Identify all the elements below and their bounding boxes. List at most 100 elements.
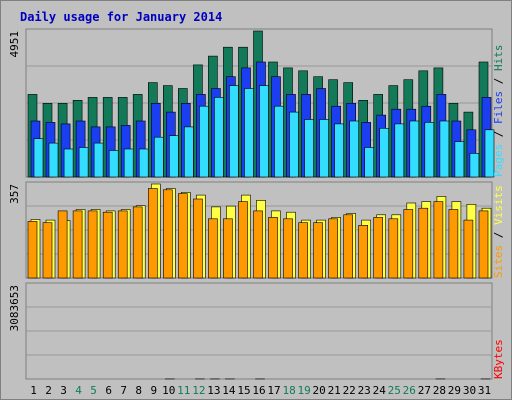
visits-bar-sites-day-26: [404, 210, 413, 279]
visits-bar-sites-day-13: [208, 219, 217, 278]
visits-bar-sites-day-29: [449, 210, 458, 279]
legend-kbytes: KBytes: [492, 339, 505, 379]
visits-y-max-label: 357: [8, 184, 21, 204]
legend-separator: /: [492, 225, 505, 245]
x-tick-label-day-8: 8: [135, 384, 142, 397]
visits-bar-sites-day-3: [58, 211, 67, 278]
x-tick-label-day-21: 21: [328, 384, 341, 397]
legend-hits: Hits: [492, 45, 505, 72]
hits-bar-pages-day-1: [34, 139, 43, 177]
visits-bar-sites-day-5: [88, 211, 97, 278]
visits-bar-sites-day-21: [329, 219, 338, 278]
x-tick-label-day-30: 30: [463, 384, 476, 397]
hits-bar-pages-day-8: [139, 149, 148, 177]
hits-bar-pages-day-22: [350, 121, 359, 177]
x-tick-label-day-15: 15: [237, 384, 250, 397]
kbytes-side-legend: KBytes: [492, 339, 505, 379]
hits-bar-pages-day-7: [124, 149, 133, 177]
x-tick-label-day-9: 9: [150, 384, 157, 397]
visits-bar-sites-day-30: [464, 220, 473, 278]
x-tick-label-day-27: 27: [418, 384, 431, 397]
visits-bar-sites-day-19: [299, 223, 308, 278]
hits-bar-pages-day-5: [94, 143, 103, 177]
visits-bar-sites-day-25: [389, 219, 398, 278]
hits-bar-pages-day-15: [245, 89, 254, 178]
visits-bar-sites-day-2: [43, 223, 52, 278]
legend-sites: Sites: [492, 245, 505, 278]
visits-bar-sites-day-23: [359, 225, 368, 278]
legend-separator: /: [492, 124, 505, 144]
hits-bar-pages-day-6: [109, 151, 118, 178]
x-tick-label-day-24: 24: [373, 384, 387, 397]
hits-side-legend: Pages / Files / Hits: [492, 45, 505, 178]
legend-separator: /: [492, 71, 505, 91]
hits-bar-pages-day-11: [184, 127, 193, 177]
visits-bar-sites-day-16: [254, 211, 263, 278]
hits-bar-pages-day-21: [335, 124, 344, 177]
visits-bar-sites-day-10: [163, 190, 172, 278]
hits-bar-pages-day-27: [425, 122, 434, 177]
x-tick-label-day-25: 25: [388, 384, 401, 397]
legend-pages: Pages: [492, 144, 505, 177]
visits-panel: 357 Sites / Visits: [8, 182, 505, 278]
x-tick-label-day-26: 26: [403, 384, 416, 397]
x-tick-label-day-23: 23: [358, 384, 371, 397]
hits-bar-pages-day-9: [154, 137, 163, 177]
hits-bar-pages-day-3: [64, 149, 73, 177]
x-tick-label-day-31: 31: [478, 384, 491, 397]
hits-bar-pages-day-12: [199, 106, 208, 177]
visits-bar-sites-day-7: [118, 211, 127, 278]
visits-bar-sites-day-6: [103, 212, 112, 278]
x-tick-label-day-18: 18: [282, 384, 295, 397]
x-tick-label-day-16: 16: [252, 384, 265, 397]
visits-bar-sites-day-11: [178, 194, 187, 278]
visits-bar-sites-day-18: [284, 219, 293, 278]
visits-side-legend: Sites / Visits: [492, 185, 505, 278]
hits-bar-pages-day-20: [320, 120, 329, 178]
visits-bar-sites-day-15: [239, 202, 248, 278]
hits-bar-pages-day-23: [365, 148, 374, 178]
x-tick-label-day-12: 12: [192, 384, 205, 397]
hits-bar-pages-day-16: [260, 86, 269, 177]
hits-bar-pages-day-26: [410, 121, 419, 177]
visits-bar-sites-day-24: [374, 217, 383, 278]
legend-files: Files: [492, 91, 505, 124]
visits-bar-sites-day-14: [223, 219, 232, 278]
visits-bar-sites-day-17: [269, 217, 278, 278]
hits-bar-pages-day-14: [229, 86, 238, 177]
hits-bar-pages-day-4: [79, 148, 88, 178]
x-tick-label-day-22: 22: [343, 384, 356, 397]
visits-bar-sites-day-4: [73, 211, 82, 278]
hits-bar-pages-day-19: [305, 120, 314, 178]
x-tick-label-day-11: 11: [177, 384, 190, 397]
x-tick-label-day-29: 29: [448, 384, 461, 397]
x-tick-label-day-20: 20: [312, 384, 325, 397]
visits-bar-sites-day-27: [419, 208, 428, 278]
x-tick-label-day-19: 19: [297, 384, 310, 397]
x-tick-label-day-1: 1: [30, 384, 37, 397]
hits-bar-pages-day-30: [470, 153, 479, 177]
visits-bar-sites-day-8: [133, 207, 142, 278]
hits-bar-pages-day-18: [290, 112, 299, 177]
legend-visits: Visits: [492, 185, 505, 225]
x-tick-label-day-28: 28: [433, 384, 446, 397]
x-tick-label-day-17: 17: [267, 384, 280, 397]
x-tick-label-day-6: 6: [105, 384, 112, 397]
visits-bar-sites-day-9: [148, 189, 157, 279]
chart-title: Daily usage for January 2014: [20, 10, 222, 24]
visits-bar-sites-day-22: [344, 215, 353, 278]
hits-bar-pages-day-17: [275, 106, 284, 177]
x-tick-label-day-14: 14: [222, 384, 236, 397]
hits-bar-pages-day-13: [214, 97, 223, 177]
x-tick-label-day-7: 7: [120, 384, 127, 397]
hits-panel: 4951 Pages / Files / Hits: [8, 29, 505, 177]
visits-bar-sites-day-31: [479, 211, 488, 278]
hits-y-max-label: 4951: [8, 31, 21, 58]
hits-bar-pages-day-24: [380, 128, 389, 177]
hits-bar-pages-day-25: [395, 124, 404, 177]
visits-bar-sites-day-20: [314, 223, 323, 278]
hits-bar-pages-day-29: [455, 142, 464, 177]
